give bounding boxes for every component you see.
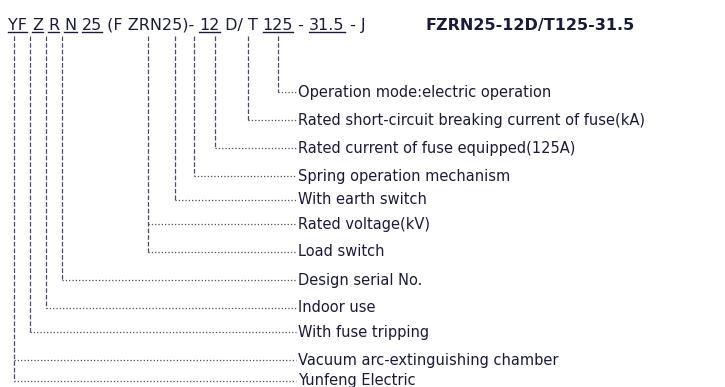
Text: YF: YF [8, 18, 27, 33]
Text: Load switch: Load switch [298, 245, 384, 260]
Text: (F ZRN25)-: (F ZRN25)- [102, 18, 199, 33]
Text: 25: 25 [82, 18, 102, 33]
Text: - J: - J [345, 18, 365, 33]
Text: Yunfeng Electric: Yunfeng Electric [298, 373, 415, 387]
Text: Rated current of fuse equipped(125A): Rated current of fuse equipped(125A) [298, 140, 576, 156]
Text: R: R [49, 18, 59, 33]
Text: Design serial No.: Design serial No. [298, 272, 423, 288]
Text: Operation mode:electric operation: Operation mode:electric operation [298, 84, 551, 99]
Text: 31.5: 31.5 [310, 18, 345, 33]
Text: -: - [293, 18, 310, 33]
Text: With earth switch: With earth switch [298, 192, 427, 207]
Text: Vacuum arc-extinguishing chamber: Vacuum arc-extinguishing chamber [298, 353, 558, 368]
Text: N: N [65, 18, 77, 33]
Text: D/ T: D/ T [220, 18, 262, 33]
Text: FZRN25-12D/T125-31.5: FZRN25-12D/T125-31.5 [426, 18, 634, 33]
Text: Indoor use: Indoor use [298, 300, 376, 315]
Text: With fuse tripping: With fuse tripping [298, 325, 429, 339]
Text: Z: Z [32, 18, 43, 33]
Text: Spring operation mechanism: Spring operation mechanism [298, 168, 510, 183]
Text: Rated voltage(kV): Rated voltage(kV) [298, 216, 430, 231]
Text: 125: 125 [262, 18, 293, 33]
Text: Rated short-circuit breaking current of fuse(kA): Rated short-circuit breaking current of … [298, 113, 645, 127]
Text: 12: 12 [199, 18, 220, 33]
